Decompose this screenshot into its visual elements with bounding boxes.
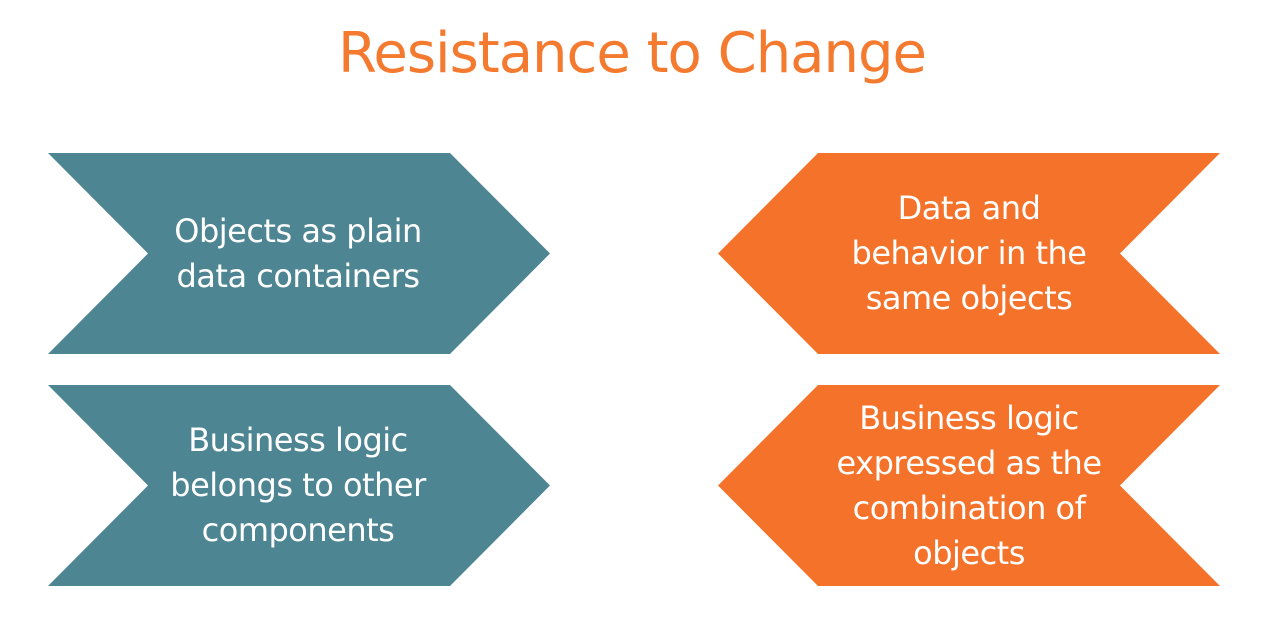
chevron-label: Business logic belongs to other componen… bbox=[170, 421, 426, 549]
chevron-label: Data and behavior in the same objects bbox=[851, 189, 1087, 317]
chevron-left-icon bbox=[718, 385, 1220, 586]
chevron-label: Business logic expressed as the combinat… bbox=[836, 398, 1103, 572]
chevron-right-icon bbox=[48, 153, 550, 354]
slide-title: Resistance to Change bbox=[338, 21, 927, 86]
chevron-left-shape-data-and-behavior: Data and behavior in the same objects bbox=[718, 153, 1220, 354]
chevron-right-icon bbox=[48, 385, 550, 586]
chevron-left-shape-business-logic-combination: Business logic expressed as the combinat… bbox=[718, 385, 1220, 586]
chevron-right-shape-objects-as-containers: Objects as plain data containers bbox=[48, 153, 550, 354]
chevron-left-icon bbox=[718, 153, 1220, 354]
chevron-label: Objects as plain data containers bbox=[174, 211, 422, 295]
chevron-right-shape-business-logic-other: Business logic belongs to other componen… bbox=[48, 385, 550, 586]
